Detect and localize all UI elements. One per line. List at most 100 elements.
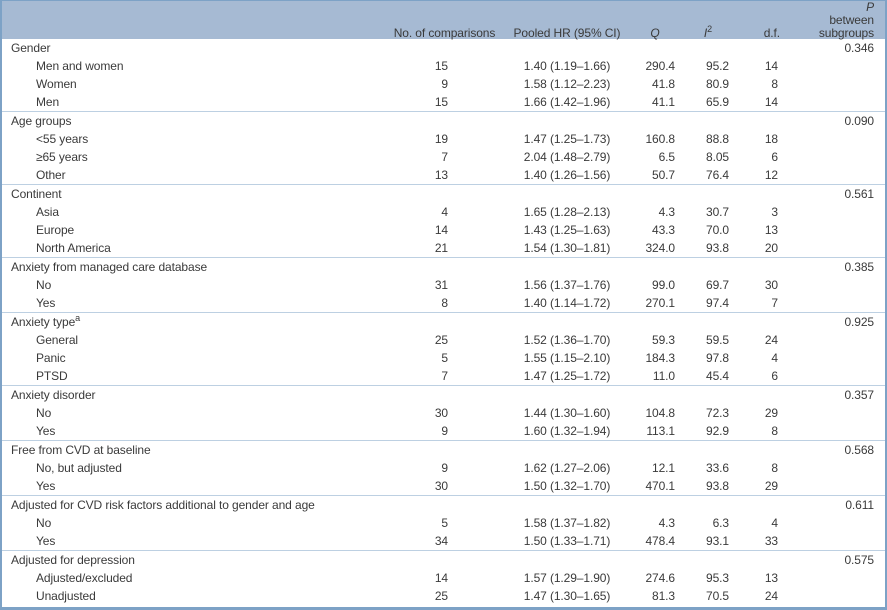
row-label: Men — [36, 95, 60, 109]
pooled-hr-value: 2.04 (1.48–2.79) — [523, 150, 611, 164]
i-squared-value: 88.8 — [706, 132, 729, 146]
i-squared-value: 97.4 — [706, 296, 729, 310]
i-squared-value: 65.9 — [706, 95, 729, 109]
q-value: 6.5 — [658, 150, 675, 164]
col-header-i-squared: I2 — [703, 24, 713, 40]
section-label: Gender — [11, 41, 51, 55]
comparisons-value: 9 — [441, 77, 448, 91]
pooled-hr-value: 1.54 (1.30–1.81) — [523, 241, 611, 255]
table-row: Panic 5 1.55 (1.15–2.10) 184.3 97.8 4 — [2, 349, 885, 367]
df-value: 29 — [764, 479, 778, 493]
pooled-hr-value: 1.66 (1.42–1.96) — [523, 95, 611, 109]
row-label: Men and women — [36, 59, 124, 73]
section-label: Anxiety disorder — [11, 388, 96, 402]
row-label: No — [36, 278, 52, 292]
i-squared-value: 95.3 — [706, 571, 729, 585]
q-value: 274.6 — [645, 571, 675, 585]
q-value: 41.1 — [652, 95, 675, 109]
p-between-value: 0.925 — [844, 315, 874, 329]
table-row: Men 15 1.66 (1.42–1.96) 41.1 65.9 14 — [2, 93, 885, 111]
table-row: North America 21 1.54 (1.30–1.81) 324.0 … — [2, 239, 885, 257]
table-header: No. of comparisons Pooled HR (95% CI) Q … — [2, 0, 885, 40]
section-title-row: Anxiety from managed care database 0.385 — [2, 258, 885, 276]
pooled-hr-value: 1.52 (1.36–1.70) — [523, 333, 611, 347]
p-between-value: 0.561 — [844, 187, 874, 201]
table-row: Other 13 1.40 (1.26–1.56) 50.7 76.4 12 — [2, 166, 885, 184]
table-section: Adjusted for CVD risk factors additional… — [2, 495, 885, 550]
table-row: Asia 4 1.65 (1.28–2.13) 4.3 30.7 3 — [2, 203, 885, 221]
pooled-hr-value: 1.40 (1.19–1.66) — [523, 59, 611, 73]
table-row: Europe 14 1.43 (1.25–1.63) 43.3 70.0 13 — [2, 221, 885, 239]
df-value: 8 — [771, 424, 778, 438]
i-squared-value: 6.3 — [712, 516, 729, 530]
table-row: Unadjusted 25 1.47 (1.30–1.65) 81.3 70.5… — [2, 587, 885, 605]
pooled-hr-value: 1.47 (1.30–1.65) — [523, 589, 611, 603]
p-between-value: 0.568 — [844, 443, 874, 457]
q-value: 290.4 — [645, 59, 675, 73]
pooled-hr-value: 1.60 (1.32–1.94) — [523, 424, 611, 438]
i-squared-value: 93.8 — [706, 241, 729, 255]
pooled-hr-value: 1.58 (1.37–1.82) — [523, 516, 611, 530]
i-squared-value: 70.5 — [706, 589, 729, 603]
df-value: 14 — [764, 59, 778, 73]
pooled-hr-value: 1.57 (1.29–1.90) — [523, 571, 611, 585]
p-between-value: 0.575 — [844, 553, 874, 567]
table-row: Yes 8 1.40 (1.14–1.72) 270.1 97.4 7 — [2, 294, 885, 312]
comparisons-value: 4 — [441, 205, 448, 219]
col-header-pooled-hr: Pooled HR (95% CI) — [513, 26, 621, 40]
q-value: 81.3 — [652, 589, 675, 603]
comparisons-value: 5 — [441, 516, 448, 530]
pooled-hr-value: 1.47 (1.25–1.72) — [523, 369, 611, 383]
pooled-hr-value: 1.50 (1.33–1.71) — [523, 534, 611, 548]
pooled-hr-value: 1.44 (1.30–1.60) — [523, 406, 611, 420]
row-label: Adjusted/excluded — [36, 571, 133, 585]
comparisons-value: 5 — [441, 351, 448, 365]
comparisons-value: 25 — [434, 333, 448, 347]
pooled-hr-value: 1.65 (1.28–2.13) — [523, 205, 611, 219]
section-title-row: Anxiety disorder 0.357 — [2, 386, 885, 404]
comparisons-value: 30 — [434, 479, 448, 493]
table-section: Free from CVD at baseline 0.568 No, but … — [2, 440, 885, 495]
row-label: No — [36, 516, 52, 530]
comparisons-value: 7 — [441, 150, 448, 164]
comparisons-value: 15 — [434, 59, 448, 73]
q-value: 4.3 — [658, 205, 675, 219]
q-value: 11.0 — [652, 369, 675, 383]
table-section: Continent 0.561 Asia 4 1.65 (1.28–2.13) … — [2, 184, 885, 257]
row-label: <55 years — [36, 132, 89, 146]
table-row: No 5 1.58 (1.37–1.82) 4.3 6.3 4 — [2, 514, 885, 532]
row-label: Europe — [36, 223, 75, 237]
i-squared-value: 8.05 — [706, 150, 729, 164]
table-row: PTSD 7 1.47 (1.25–1.72) 11.0 45.4 6 — [2, 367, 885, 385]
row-label: Yes — [36, 479, 56, 493]
table-section: Age groups 0.090 <55 years 19 1.47 (1.25… — [2, 111, 885, 184]
pooled-hr-value: 1.58 (1.12–2.23) — [523, 77, 611, 91]
comparisons-value: 14 — [434, 223, 448, 237]
section-label: Free from CVD at baseline — [11, 443, 151, 457]
p-between-value: 0.346 — [844, 41, 874, 55]
p-between-value: 0.357 — [844, 388, 874, 402]
df-value: 18 — [764, 132, 778, 146]
q-value: 160.8 — [645, 132, 675, 146]
row-label: Yes — [36, 424, 56, 438]
i-squared-value: 97.8 — [706, 351, 729, 365]
table-row: Adjusted/excluded 14 1.57 (1.29–1.90) 27… — [2, 569, 885, 587]
col-header-q: Q — [650, 26, 660, 40]
i-squared-value: 72.3 — [706, 406, 729, 420]
df-value: 30 — [764, 278, 778, 292]
row-label: Yes — [36, 296, 56, 310]
i-squared-value: 33.6 — [706, 461, 729, 475]
pooled-hr-value: 1.40 (1.14–1.72) — [523, 296, 611, 310]
df-value: 6 — [771, 150, 778, 164]
col-header-p-between: P between subgroups — [818, 0, 874, 40]
row-label: General — [36, 333, 78, 347]
table-row: No 30 1.44 (1.30–1.60) 104.8 72.3 29 — [2, 404, 885, 422]
i-squared-value: 80.9 — [706, 77, 729, 91]
i-squared-value: 76.4 — [706, 168, 729, 182]
comparisons-value: 8 — [441, 296, 448, 310]
comparisons-value: 13 — [434, 168, 448, 182]
section-title-row: Anxiety typea 0.925 — [2, 313, 885, 331]
df-value: 3 — [771, 205, 778, 219]
p-between-value: 0.385 — [844, 260, 874, 274]
df-value: 8 — [771, 461, 778, 475]
